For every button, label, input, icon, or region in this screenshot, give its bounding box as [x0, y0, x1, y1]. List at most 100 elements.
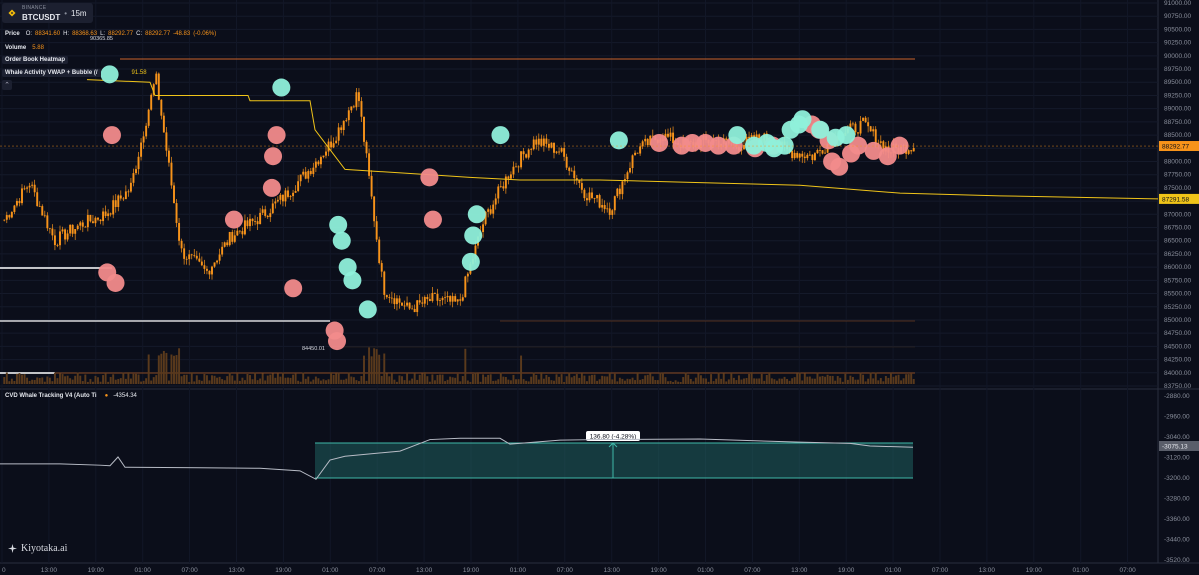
- candle-body: [603, 205, 606, 210]
- volume-bar: [428, 381, 431, 384]
- candle-body: [109, 213, 112, 215]
- volume-bar: [236, 373, 239, 384]
- whale-legend-label[interactable]: Whale Activity VWAP + Bubble (/: [2, 69, 101, 77]
- volume-bar: [38, 378, 41, 384]
- candle-body: [416, 300, 419, 313]
- volume-bar: [433, 380, 436, 384]
- close-key: C:: [136, 31, 143, 37]
- sell-bubble: [267, 126, 286, 145]
- volume-bar: [64, 376, 67, 384]
- candle-body: [532, 139, 535, 150]
- volume-bar: [667, 381, 669, 384]
- eye-icon[interactable]: ●: [104, 393, 109, 399]
- volume-bar: [869, 372, 872, 384]
- timeframe-label[interactable]: 15m: [71, 8, 87, 18]
- price-tick-label: 87000.00: [1164, 211, 1191, 218]
- candle-body: [748, 136, 751, 139]
- volume-bar: [750, 372, 753, 384]
- candle-body: [608, 208, 611, 215]
- volume-bar: [674, 380, 677, 384]
- candle-body: [342, 120, 345, 131]
- volume-bar: [745, 378, 748, 384]
- candle-body: [530, 149, 533, 150]
- candle-body: [487, 209, 490, 212]
- volume-bar: [325, 380, 327, 384]
- volume-bar: [522, 379, 525, 384]
- whale-bubbles[interactable]: [98, 65, 909, 351]
- volume-bar: [618, 377, 621, 384]
- candle-body: [173, 185, 175, 204]
- volume-bar: [188, 381, 191, 384]
- candle-body: [33, 184, 36, 193]
- volume-bar: [585, 381, 588, 384]
- volume-bar: [178, 348, 181, 384]
- candle-body: [332, 143, 335, 148]
- candle-body: [857, 132, 859, 134]
- volume-bar: [631, 377, 634, 384]
- volume-bar: [112, 374, 115, 384]
- volume-bar: [464, 348, 467, 384]
- candle-body: [441, 297, 444, 301]
- candle-body: [583, 189, 586, 199]
- candle-body: [345, 120, 348, 121]
- candle-body: [21, 188, 23, 204]
- volume-bar: [535, 374, 538, 384]
- candle-body: [198, 258, 201, 262]
- candle-body: [8, 215, 11, 218]
- volume-bar: [383, 353, 386, 384]
- volume-bar: [363, 355, 365, 384]
- candle-body: [43, 215, 46, 217]
- volume-bar: [824, 376, 827, 384]
- candle-body: [165, 132, 168, 151]
- cvd-legend-label[interactable]: CVD Whale Tracking V4 (Auto Ti: [5, 393, 97, 399]
- candle-body: [76, 225, 79, 230]
- candle-body: [651, 135, 654, 137]
- collapse-legend-button[interactable]: ⌃: [2, 80, 12, 90]
- volume-bar: [813, 378, 816, 384]
- candle-body: [819, 149, 821, 151]
- volume-bar: [578, 377, 581, 384]
- candle-body: [297, 181, 300, 191]
- candle-body: [81, 222, 84, 227]
- time-tick-label: 19:00: [463, 567, 480, 574]
- volume-legend-label[interactable]: Volume: [5, 45, 27, 51]
- volume-bar: [173, 355, 175, 384]
- symbol-selector[interactable]: BINANCE BTCUSDT • 15m: [2, 3, 93, 23]
- volume-bar: [86, 381, 89, 384]
- measure-arrow-head: [608, 442, 618, 448]
- volume-bar: [200, 380, 203, 384]
- volume-bar: [330, 372, 333, 384]
- candle-body: [251, 218, 254, 222]
- volume-bar: [684, 372, 687, 384]
- cvd-pane: 136.80 (-4.28%) -3075.13: [0, 431, 1199, 480]
- candle-body: [824, 152, 827, 154]
- candle-body: [264, 209, 267, 216]
- volume-bar: [155, 375, 158, 384]
- volume-bar: [877, 380, 880, 384]
- price-legend-label[interactable]: Price: [5, 31, 20, 37]
- volume-bar: [287, 377, 289, 384]
- candle-body: [213, 262, 216, 267]
- volume-bar: [474, 372, 477, 384]
- candle-body: [216, 260, 219, 263]
- candle-body: [299, 174, 302, 182]
- volume-bar: [479, 381, 482, 384]
- candle-body: [94, 217, 97, 224]
- volume-bar: [322, 379, 325, 384]
- volume-bar: [114, 379, 117, 384]
- volume-bar: [449, 376, 452, 384]
- price-tick-label: 83750.00: [1164, 383, 1191, 390]
- volume-bar: [732, 377, 735, 384]
- volume-bar: [350, 376, 353, 384]
- volume-bar: [887, 377, 890, 384]
- candle-body: [107, 213, 110, 217]
- volume-bar: [857, 379, 859, 384]
- candle-body: [64, 229, 67, 240]
- candle-body: [598, 195, 601, 208]
- heatmap-legend-label[interactable]: Order Book Heatmap: [2, 56, 69, 64]
- volume-bar: [226, 376, 229, 384]
- volume-bar: [317, 378, 320, 384]
- candle-body: [428, 299, 431, 302]
